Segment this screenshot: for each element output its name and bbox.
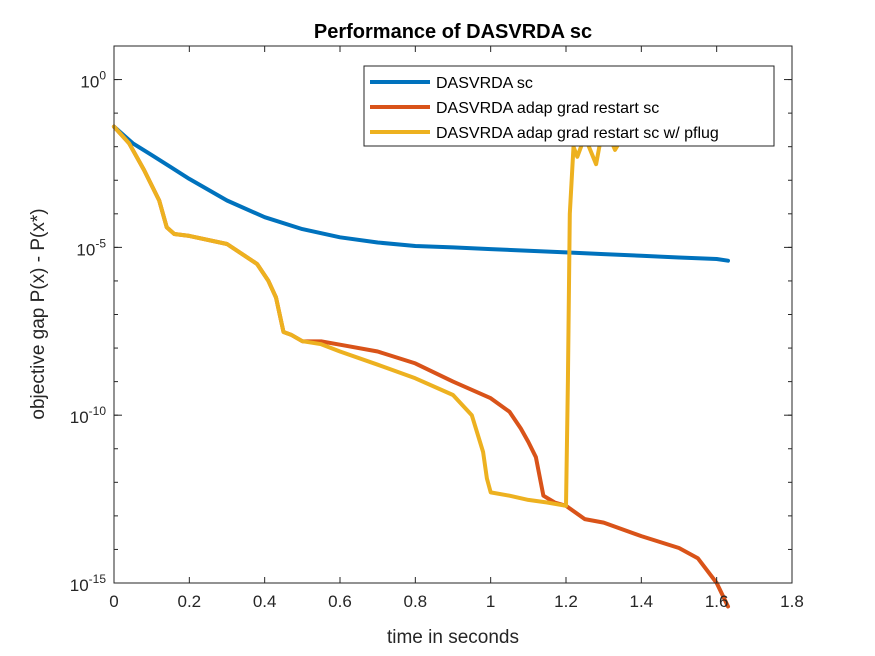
x-tick-label: 0 [109,592,118,611]
legend-label-3: DASVRDA adap grad restart sc w/ pflug [436,125,719,142]
y-tick-label: 100 [80,69,106,92]
series-line-1 [112,124,730,263]
x-tick-label: 1.8 [780,592,804,611]
x-axis-label: time in seconds [387,627,519,648]
y-tick-label: 10-15 [70,572,107,595]
x-tick-label: 1.6 [705,592,729,611]
x-tick-label: 0.8 [404,592,428,611]
ticks-layer: 0 0.2 0.4 0.6 0.8 1 1.2 1.4 1.6 1.8 10-15 10-10 10-5… [70,45,804,611]
x-tick-label: 1.4 [630,592,654,611]
legend-box [363,65,775,147]
y-tick-label: 10-5 [76,236,106,259]
y-axis-label: objective gap P(x) - P(x*) [28,208,49,419]
legend-label-1: DASVRDA sc [436,75,533,92]
x-tick-label: 0.4 [253,592,277,611]
x-tick-label: 1.2 [554,592,578,611]
x-tick-label: 0.6 [328,592,352,611]
legend: DASVRDA sc DASVRDA adap grad restart sc DA… [363,65,775,147]
legend-label-2: DASVRDA adap grad restart sc [436,100,659,117]
x-tick-label: 1 [486,592,495,611]
chart-title: Performance of DASVRDA sc [314,21,592,43]
legend-entries: DASVRDA sc DASVRDA adap grad restart sc DA… [370,75,719,142]
x-tick-label: 0.2 [178,592,202,611]
y-tick-label: 10-10 [70,404,107,427]
